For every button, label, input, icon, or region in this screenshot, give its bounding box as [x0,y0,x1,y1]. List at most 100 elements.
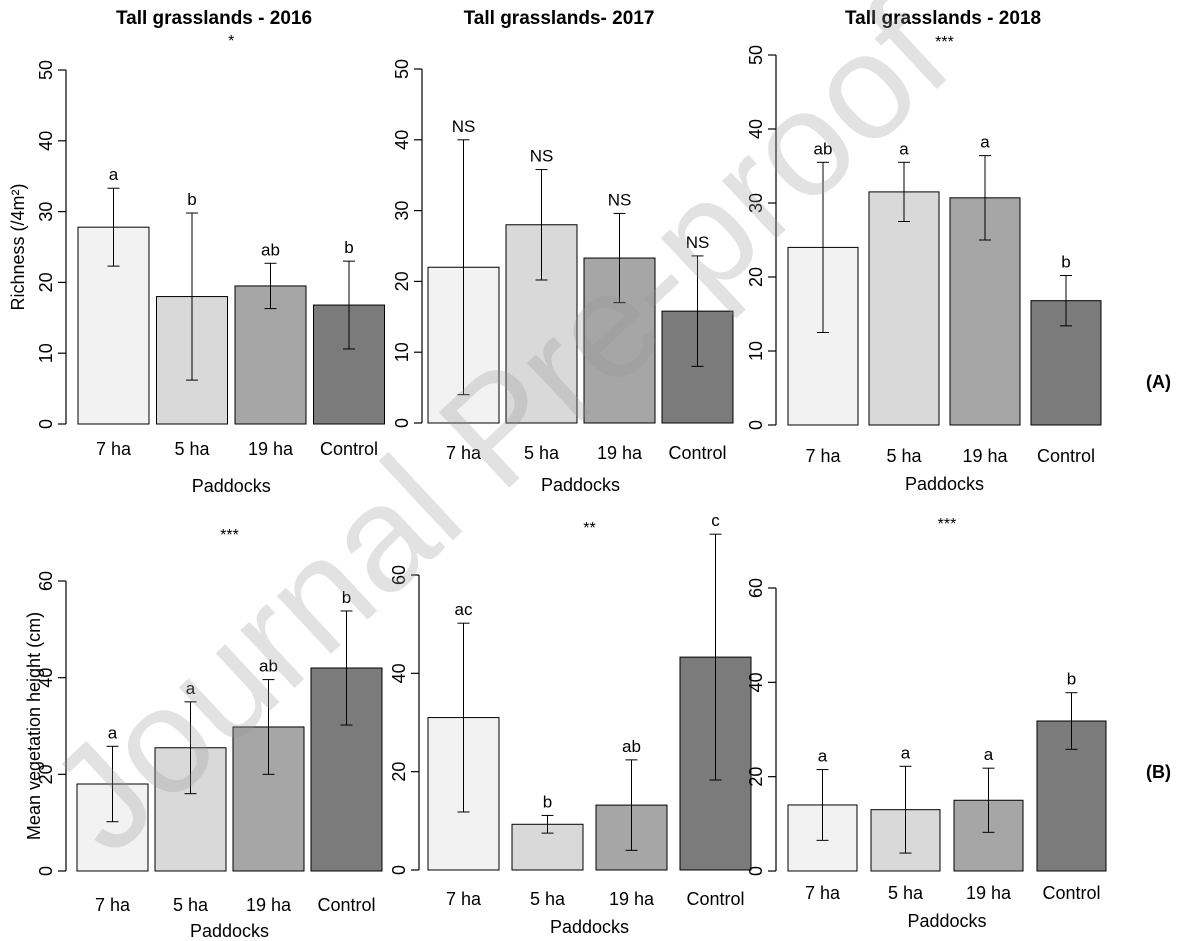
x-tick-label: 7 ha [95,895,131,915]
y-tick-label: 40 [389,663,409,683]
y-tick-label: 20 [746,267,766,287]
y-tick-label: 40 [746,119,766,139]
panel-label-b: (B) [1146,762,1171,782]
group-letter: b [543,792,552,811]
x-tick-label: 5 ha [173,895,209,915]
y-axis-label: Richness (/4m²) [8,183,28,310]
x-tick-label: Control [1037,446,1095,466]
significance-label: *** [935,34,954,51]
y-tick-label: 20 [36,764,56,784]
y-tick-label: 40 [392,130,412,150]
y-tick-label: 10 [36,343,56,363]
y-tick-label: 20 [389,762,409,782]
panel-label-a: (A) [1146,372,1171,392]
y-tick-label: 20 [746,767,766,787]
x-tick-label: 5 ha [888,883,924,903]
group-letter: NS [686,233,710,252]
x-tick-label: 5 ha [174,439,210,459]
chart-panel-1: Tall grasslands - 2016 * 0 10 20 30 40 50 Richne… [8,8,385,496]
x-tick-label: Control [1042,883,1100,903]
significance-label: * [228,33,234,50]
group-letter: b [1061,253,1070,272]
x-tick-label: 7 ha [446,889,482,909]
y-tick-label: 0 [36,866,56,876]
x-axis-label: Paddocks [192,476,271,496]
chart-title: Tall grasslands - 2016 [116,8,312,29]
x-axis-label: Paddocks [905,474,984,494]
x-axis-label: Paddocks [190,921,269,941]
group-letter: a [109,165,119,184]
chart-title: Tall grasslands - 2018 [845,8,1041,29]
x-tick-label: 7 ha [96,439,132,459]
group-letter: a [984,745,994,764]
x-tick-label: 19 ha [248,439,294,459]
y-tick-label: 40 [746,672,766,692]
group-letter: b [187,190,196,209]
group-letter: a [186,679,196,698]
group-letter: b [344,238,353,257]
x-tick-label: 19 ha [597,443,643,463]
x-tick-label: 19 ha [962,446,1008,466]
y-tick-label: 20 [392,271,412,291]
y-tick-label: 20 [36,272,56,292]
bar-1 [868,191,940,426]
chart-panel-3: Tall grasslands - 2018***01020304050ab7 … [746,8,1102,494]
y-tick-label: 50 [36,60,56,80]
y-tick-label: 40 [36,668,56,688]
x-tick-label: 19 ha [246,895,292,915]
group-letter: c [711,511,720,530]
x-tick-label: Control [317,895,375,915]
x-tick-label: 5 ha [524,443,560,463]
y-tick-label: 0 [746,420,766,430]
group-letter: ac [455,600,473,619]
y-tick-label: 60 [36,571,56,591]
y-tick-label: 0 [392,418,412,428]
x-tick-label: 19 ha [966,883,1012,903]
group-letter: ab [261,240,280,259]
chart-panels: Tall grasslands - 2016 * 0 10 20 30 40 50 Richne… [8,8,1107,941]
significance-label: *** [938,516,957,533]
y-tick-label: 0 [389,865,409,875]
x-tick-label: 7 ha [805,446,841,466]
group-letter: a [818,747,828,766]
group-letter: NS [608,190,632,209]
x-tick-label: 19 ha [609,889,655,909]
x-tick-label: 5 ha [530,889,566,909]
group-letter: ab [622,737,641,756]
x-axis-label: Paddocks [907,911,986,931]
group-letter: b [342,588,351,607]
x-tick-label: 5 ha [886,446,922,466]
group-letter: ab [259,657,278,676]
chart-panel-4: *** 0 20 40 60 Mean vegetation height (cm) a 7 … [24,527,383,941]
chart-title: Tall grasslands- 2017 [464,8,655,29]
y-tick-label: 10 [392,342,412,362]
y-tick-label: 30 [392,201,412,221]
x-axis-label: Paddocks [541,475,620,495]
x-tick-label: Control [686,889,744,909]
chart-panel-2: Tall grasslands- 2017 0 10 20 30 40 50 NS 7 ha NS… [392,8,734,495]
group-letter: b [1067,670,1076,689]
group-letter: NS [530,147,554,166]
y-tick-label: 60 [389,565,409,585]
y-tick-label: 40 [36,131,56,151]
y-tick-label: 50 [392,59,412,79]
y-tick-label: 0 [36,419,56,429]
bar-1 [511,823,584,871]
y-axis-label: Mean vegetation height (cm) [24,612,44,840]
group-letter: NS [452,117,476,136]
chart-panel-6: *** 0 20 40 60 a 7 ha a 5 ha a 19 ha b Control Paddoc… [746,516,1107,931]
group-letter: a [899,139,909,158]
x-axis-label: Paddocks [550,917,629,937]
significance-label: *** [220,527,239,544]
y-tick-label: 60 [746,578,766,598]
y-tick-label: 30 [746,193,766,213]
group-letter: a [901,743,911,762]
y-tick-label: 30 [36,202,56,222]
x-tick-label: 7 ha [446,443,482,463]
y-tick-label: 50 [746,45,766,65]
y-tick-label: 0 [746,866,766,876]
chart-panel-5: ** 0 20 40 60 ac 7 ha b 5 ha ab 19 ha c Control Paddo… [389,511,752,937]
group-letter: a [980,133,990,152]
x-tick-label: 7 ha [805,883,841,903]
